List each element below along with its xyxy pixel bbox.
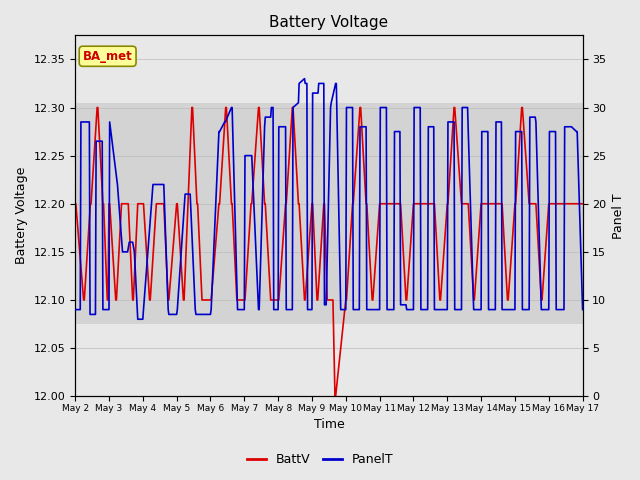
X-axis label: Time: Time <box>314 419 344 432</box>
Title: Battery Voltage: Battery Voltage <box>269 15 388 30</box>
Bar <box>75 103 582 324</box>
Text: BA_met: BA_met <box>83 50 132 63</box>
Y-axis label: Battery Voltage: Battery Voltage <box>15 167 28 264</box>
Y-axis label: Panel T: Panel T <box>612 193 625 239</box>
Legend: BattV, PanelT: BattV, PanelT <box>242 448 398 471</box>
